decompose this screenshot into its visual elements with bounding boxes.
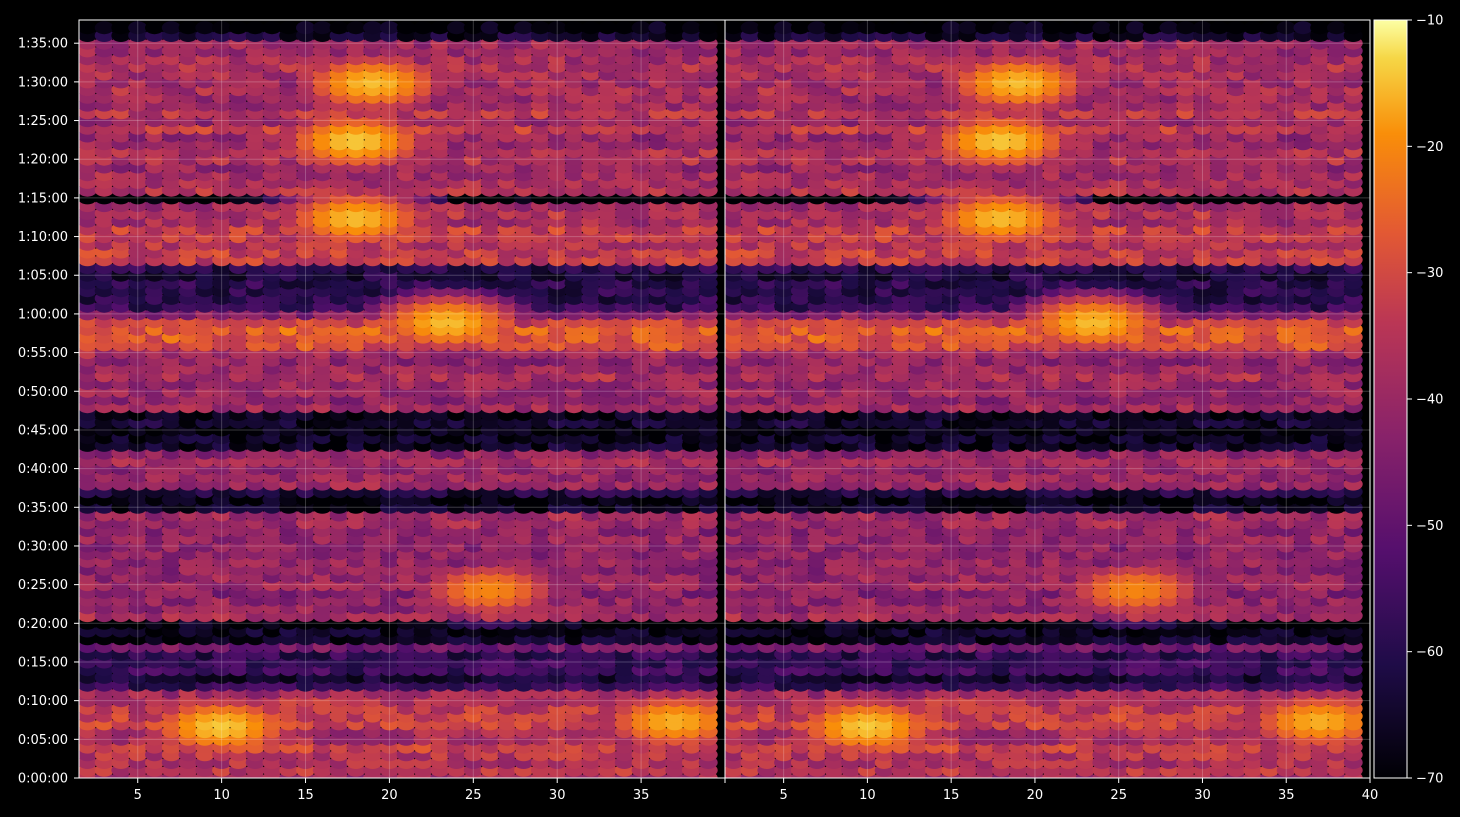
heat-cell (312, 21, 332, 35)
heat-cell (79, 21, 97, 35)
heat-cell (581, 21, 601, 35)
heat-cell (262, 21, 282, 35)
heat-cell (363, 21, 383, 35)
heat-cell (161, 21, 181, 35)
heat-cell (178, 21, 198, 35)
heat-cell (128, 21, 148, 35)
heat-cell (480, 21, 500, 35)
heat-cell (111, 21, 131, 35)
heat-cell (547, 21, 567, 35)
heat-cell (648, 21, 668, 35)
heat-cell (145, 21, 164, 35)
heat-cell (379, 21, 399, 35)
heat-cell (564, 21, 584, 35)
heat-cell (614, 21, 634, 35)
heat-cell (94, 21, 114, 35)
heat-cell (396, 21, 416, 35)
heat-cell (698, 21, 718, 35)
heat-cell (296, 21, 315, 35)
heat-cell (447, 21, 466, 35)
heat-cell (212, 21, 232, 35)
heat-cell (430, 21, 450, 35)
heatmap-right-panel (725, 21, 1363, 778)
heat-cell (463, 21, 483, 35)
heat-cell (245, 21, 265, 35)
heat-cell (530, 21, 550, 35)
heat-cell (681, 21, 701, 35)
heat-cell (514, 21, 534, 35)
heat-cell (598, 21, 617, 35)
heat-cell (329, 21, 349, 35)
heat-cell (631, 21, 651, 35)
heatmap-left-panel (79, 21, 718, 778)
heat-cell (195, 21, 215, 35)
heat-cell (665, 21, 685, 35)
heat-cell (346, 21, 366, 35)
heat-cell (279, 21, 299, 35)
heat-cell (413, 21, 433, 35)
heat-cell (497, 21, 517, 35)
heat-cell (228, 21, 248, 35)
